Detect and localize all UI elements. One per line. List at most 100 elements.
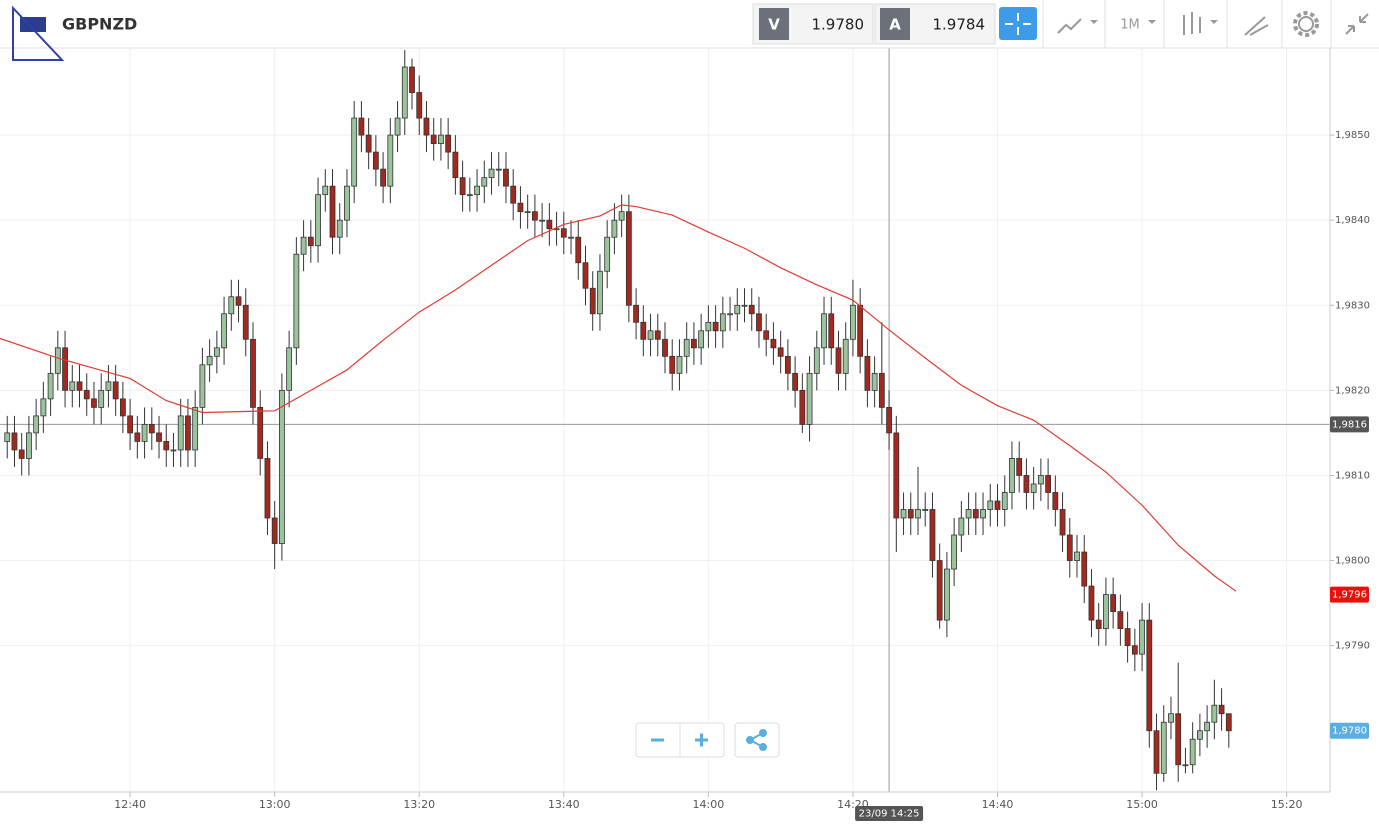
price-marker-label: 1,9816 <box>1332 419 1367 430</box>
candle-body <box>300 236 307 255</box>
candle-body <box>1037 475 1044 485</box>
x-tick-label: 15:20 <box>1271 798 1303 811</box>
bid-badge <box>759 8 789 40</box>
candle-body <box>76 381 83 391</box>
candle-body <box>633 304 639 323</box>
candle-body <box>228 296 235 315</box>
candle-body <box>503 168 509 187</box>
candle-body <box>1189 738 1196 766</box>
symbol: GBPNZD <box>62 15 137 34</box>
y-tick-label: 1,9820 <box>1335 385 1370 396</box>
candle-body <box>625 211 632 306</box>
candle-body <box>1066 534 1073 561</box>
candle-body <box>662 338 668 357</box>
candle-body <box>1146 619 1153 732</box>
y-tick-label: 1,9810 <box>1335 470 1370 481</box>
candle-body <box>669 355 676 374</box>
candle-body <box>199 364 206 408</box>
candle-body <box>1211 704 1218 723</box>
candle-body <box>871 372 878 391</box>
candle-body <box>1030 483 1037 493</box>
flag-icon <box>20 17 46 32</box>
candle-body <box>546 219 553 230</box>
candle-body <box>676 355 683 374</box>
candle-body <box>1052 492 1059 510</box>
candle-body <box>69 381 76 391</box>
candle-body <box>640 321 647 340</box>
candle-body <box>727 313 733 316</box>
candle-body <box>62 347 68 391</box>
candle-body <box>177 415 184 451</box>
candle-body <box>770 338 777 349</box>
candle-body <box>1081 551 1088 587</box>
crosshair-button[interactable] <box>999 7 1037 40</box>
candle-body <box>423 117 430 136</box>
zoom-in[interactable] <box>695 733 708 747</box>
candle-body <box>91 398 97 408</box>
candle-body <box>611 219 618 238</box>
candle-body <box>1225 713 1232 732</box>
candle-body <box>893 432 900 519</box>
candle-body <box>777 347 784 357</box>
candle-body <box>127 415 134 434</box>
candle-body <box>119 398 126 417</box>
drawn-triangle <box>12 5 65 61</box>
candle-body <box>430 134 437 145</box>
candle-body <box>560 228 567 238</box>
x-tick-label: 14:00 <box>693 798 725 811</box>
share-button[interactable] <box>734 722 780 758</box>
candle-body <box>163 441 170 451</box>
candle-body <box>784 355 791 374</box>
candle-body <box>1095 619 1102 630</box>
candle-body <box>589 287 596 315</box>
candle-body <box>488 168 495 179</box>
candle-body <box>83 389 90 400</box>
candle-body <box>286 347 293 391</box>
candle-body <box>307 236 314 247</box>
candle-body <box>315 194 321 247</box>
candle-body <box>582 262 589 289</box>
candle-body <box>734 304 741 315</box>
candle-body <box>1059 509 1066 536</box>
x-tick-label: 13:20 <box>403 798 435 811</box>
candle-body <box>1196 730 1203 740</box>
candle-body <box>886 406 892 434</box>
x-tick-label: 14:40 <box>982 798 1014 811</box>
candle-body <box>438 134 444 145</box>
candle-body <box>850 304 856 340</box>
candle-body <box>18 449 25 459</box>
candle-body <box>206 355 213 366</box>
candle-body <box>1131 645 1138 655</box>
candle-body <box>972 509 979 519</box>
candle-body <box>951 534 958 570</box>
candle-body <box>213 347 220 357</box>
toolbar <box>0 0 1379 48</box>
candle-body <box>40 398 47 417</box>
candle-body <box>445 134 452 153</box>
candle-body <box>250 338 256 408</box>
candle-body <box>112 381 119 400</box>
candle-body <box>185 415 191 451</box>
candle-body <box>1074 551 1080 561</box>
candle-body <box>929 509 936 561</box>
candle-body <box>1124 628 1131 647</box>
candle-body <box>1088 585 1095 621</box>
candle-body <box>4 432 11 442</box>
candle-body <box>647 330 654 340</box>
candle-body <box>170 449 177 452</box>
candle-body <box>1204 721 1211 732</box>
candle-body <box>994 500 1001 510</box>
candle-body <box>1023 475 1030 493</box>
candle-body <box>806 372 813 425</box>
candle-body <box>654 330 661 340</box>
price-marker <box>1330 586 1369 603</box>
candle-body <box>792 372 799 391</box>
candle-body <box>922 509 929 511</box>
candle-body <box>1117 611 1124 630</box>
candle-body <box>372 151 379 170</box>
toolbar-dividers <box>1042 0 1332 48</box>
x-tick-label: 12:40 <box>114 798 146 811</box>
timeframe[interactable]: 1M <box>1120 18 1140 33</box>
candle-body <box>618 211 625 221</box>
